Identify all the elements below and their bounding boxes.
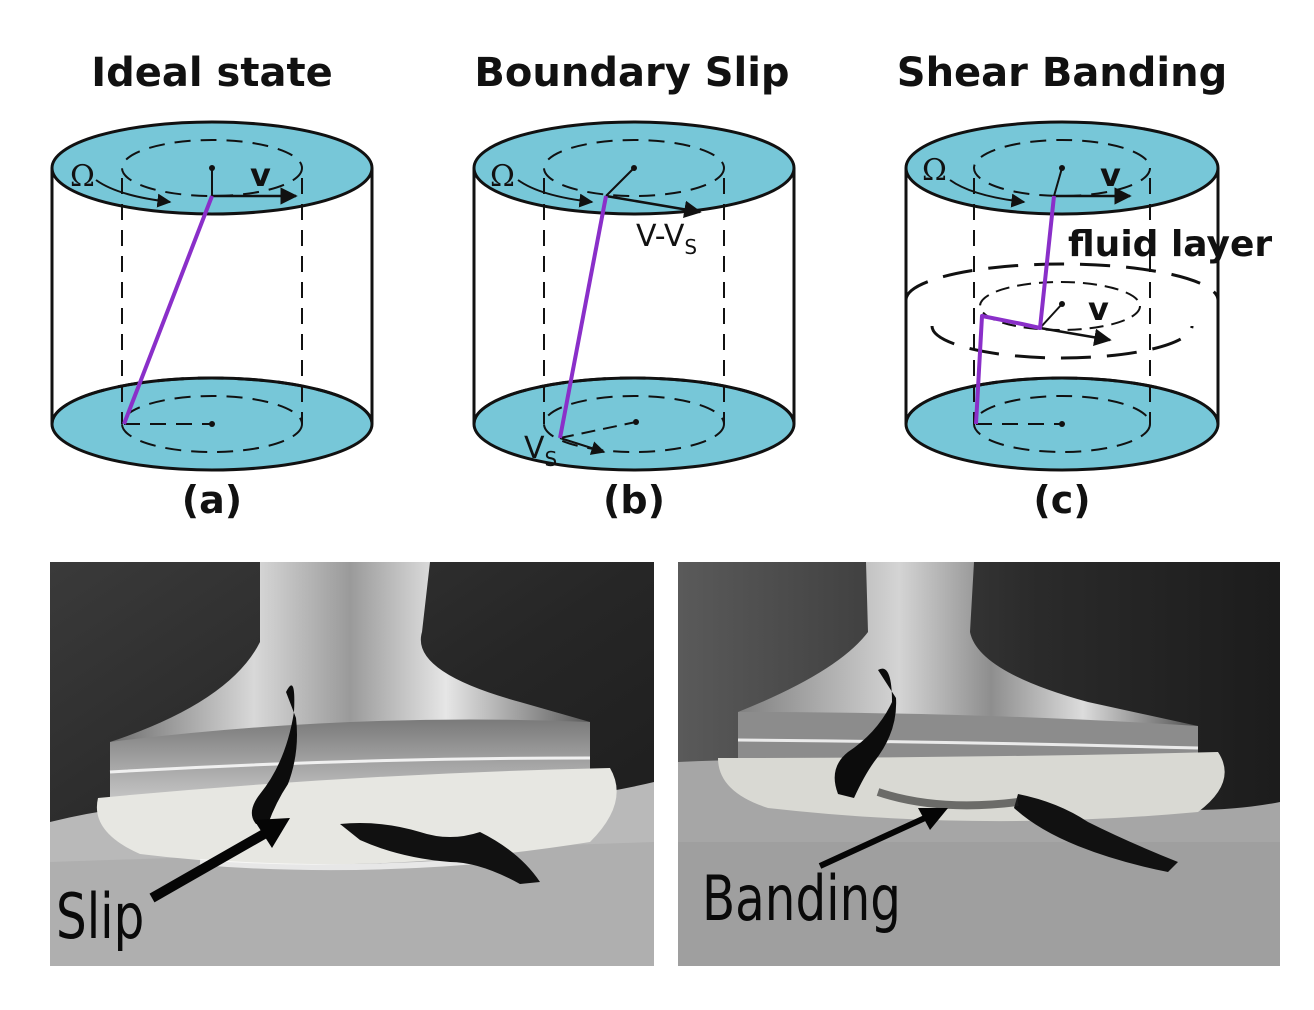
slip-caption: Slip [56, 880, 145, 953]
velocity-profile-c [974, 195, 1056, 425]
banding-caption: Banding [702, 862, 901, 935]
omega-symbol-a: Ω [70, 159, 95, 194]
title-boundary-slip: Boundary Slip [474, 50, 790, 96]
velocity-label-a: v [250, 156, 271, 194]
omega-symbol-b: Ω [490, 159, 515, 194]
velocity-diff-label: V-VS [636, 219, 697, 259]
photo-slip: Slip [50, 562, 654, 966]
velocity-profile-b [558, 195, 608, 439]
cylinder-b [472, 120, 796, 472]
slip-velocity-label: VS [524, 431, 557, 471]
velocity-label-c-layer: v [1088, 290, 1109, 328]
fluid-layer-label: fluid layer [1068, 224, 1272, 265]
velocity-label-c-top: v [1100, 156, 1121, 194]
cylinder-diagrams: Ω v Ω V-VS VS [50, 120, 1272, 472]
panel-label-b: (b) [603, 478, 665, 522]
cylinder-c [904, 120, 1220, 472]
panel-label-c: (c) [1033, 478, 1091, 522]
title-shear-banding: Shear Banding [896, 50, 1228, 96]
cylinder-a [50, 120, 374, 472]
panel-label-a: (a) [181, 478, 243, 522]
omega-symbol-c: Ω [922, 153, 947, 188]
velocity-profile-a [122, 195, 214, 425]
title-ideal-state: Ideal state [91, 50, 333, 96]
photo-banding: Banding [678, 562, 1280, 966]
